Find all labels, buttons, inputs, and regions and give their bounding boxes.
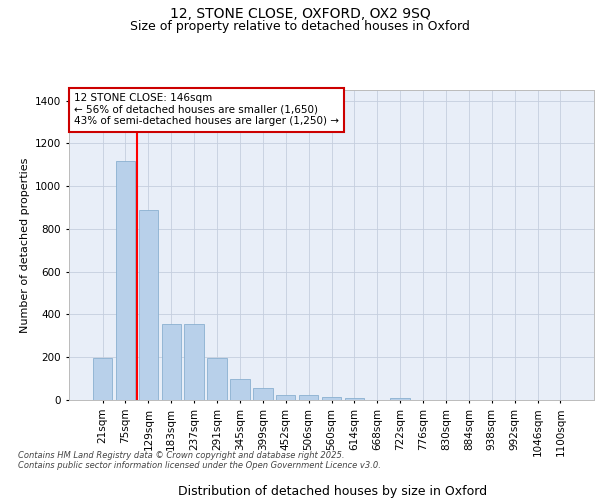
Bar [253, 388, 272, 400]
Bar [139, 210, 158, 400]
Text: Contains HM Land Registry data © Crown copyright and database right 2025.: Contains HM Land Registry data © Crown c… [18, 451, 344, 460]
Bar [93, 358, 112, 400]
Text: Contains public sector information licensed under the Open Government Licence v3: Contains public sector information licen… [18, 461, 381, 470]
Bar [184, 324, 204, 400]
Bar [344, 398, 364, 400]
Bar [230, 378, 250, 400]
Y-axis label: Number of detached properties: Number of detached properties [20, 158, 29, 332]
Text: 12, STONE CLOSE, OXFORD, OX2 9SQ: 12, STONE CLOSE, OXFORD, OX2 9SQ [170, 8, 430, 22]
Bar [391, 398, 410, 400]
Text: 12 STONE CLOSE: 146sqm
← 56% of detached houses are smaller (1,650)
43% of semi-: 12 STONE CLOSE: 146sqm ← 56% of detached… [74, 93, 339, 126]
Text: Size of property relative to detached houses in Oxford: Size of property relative to detached ho… [130, 20, 470, 33]
Bar [208, 358, 227, 400]
Bar [322, 397, 341, 400]
Text: Distribution of detached houses by size in Oxford: Distribution of detached houses by size … [178, 484, 488, 498]
Bar [161, 324, 181, 400]
Bar [299, 396, 319, 400]
Bar [116, 160, 135, 400]
Bar [276, 394, 295, 400]
